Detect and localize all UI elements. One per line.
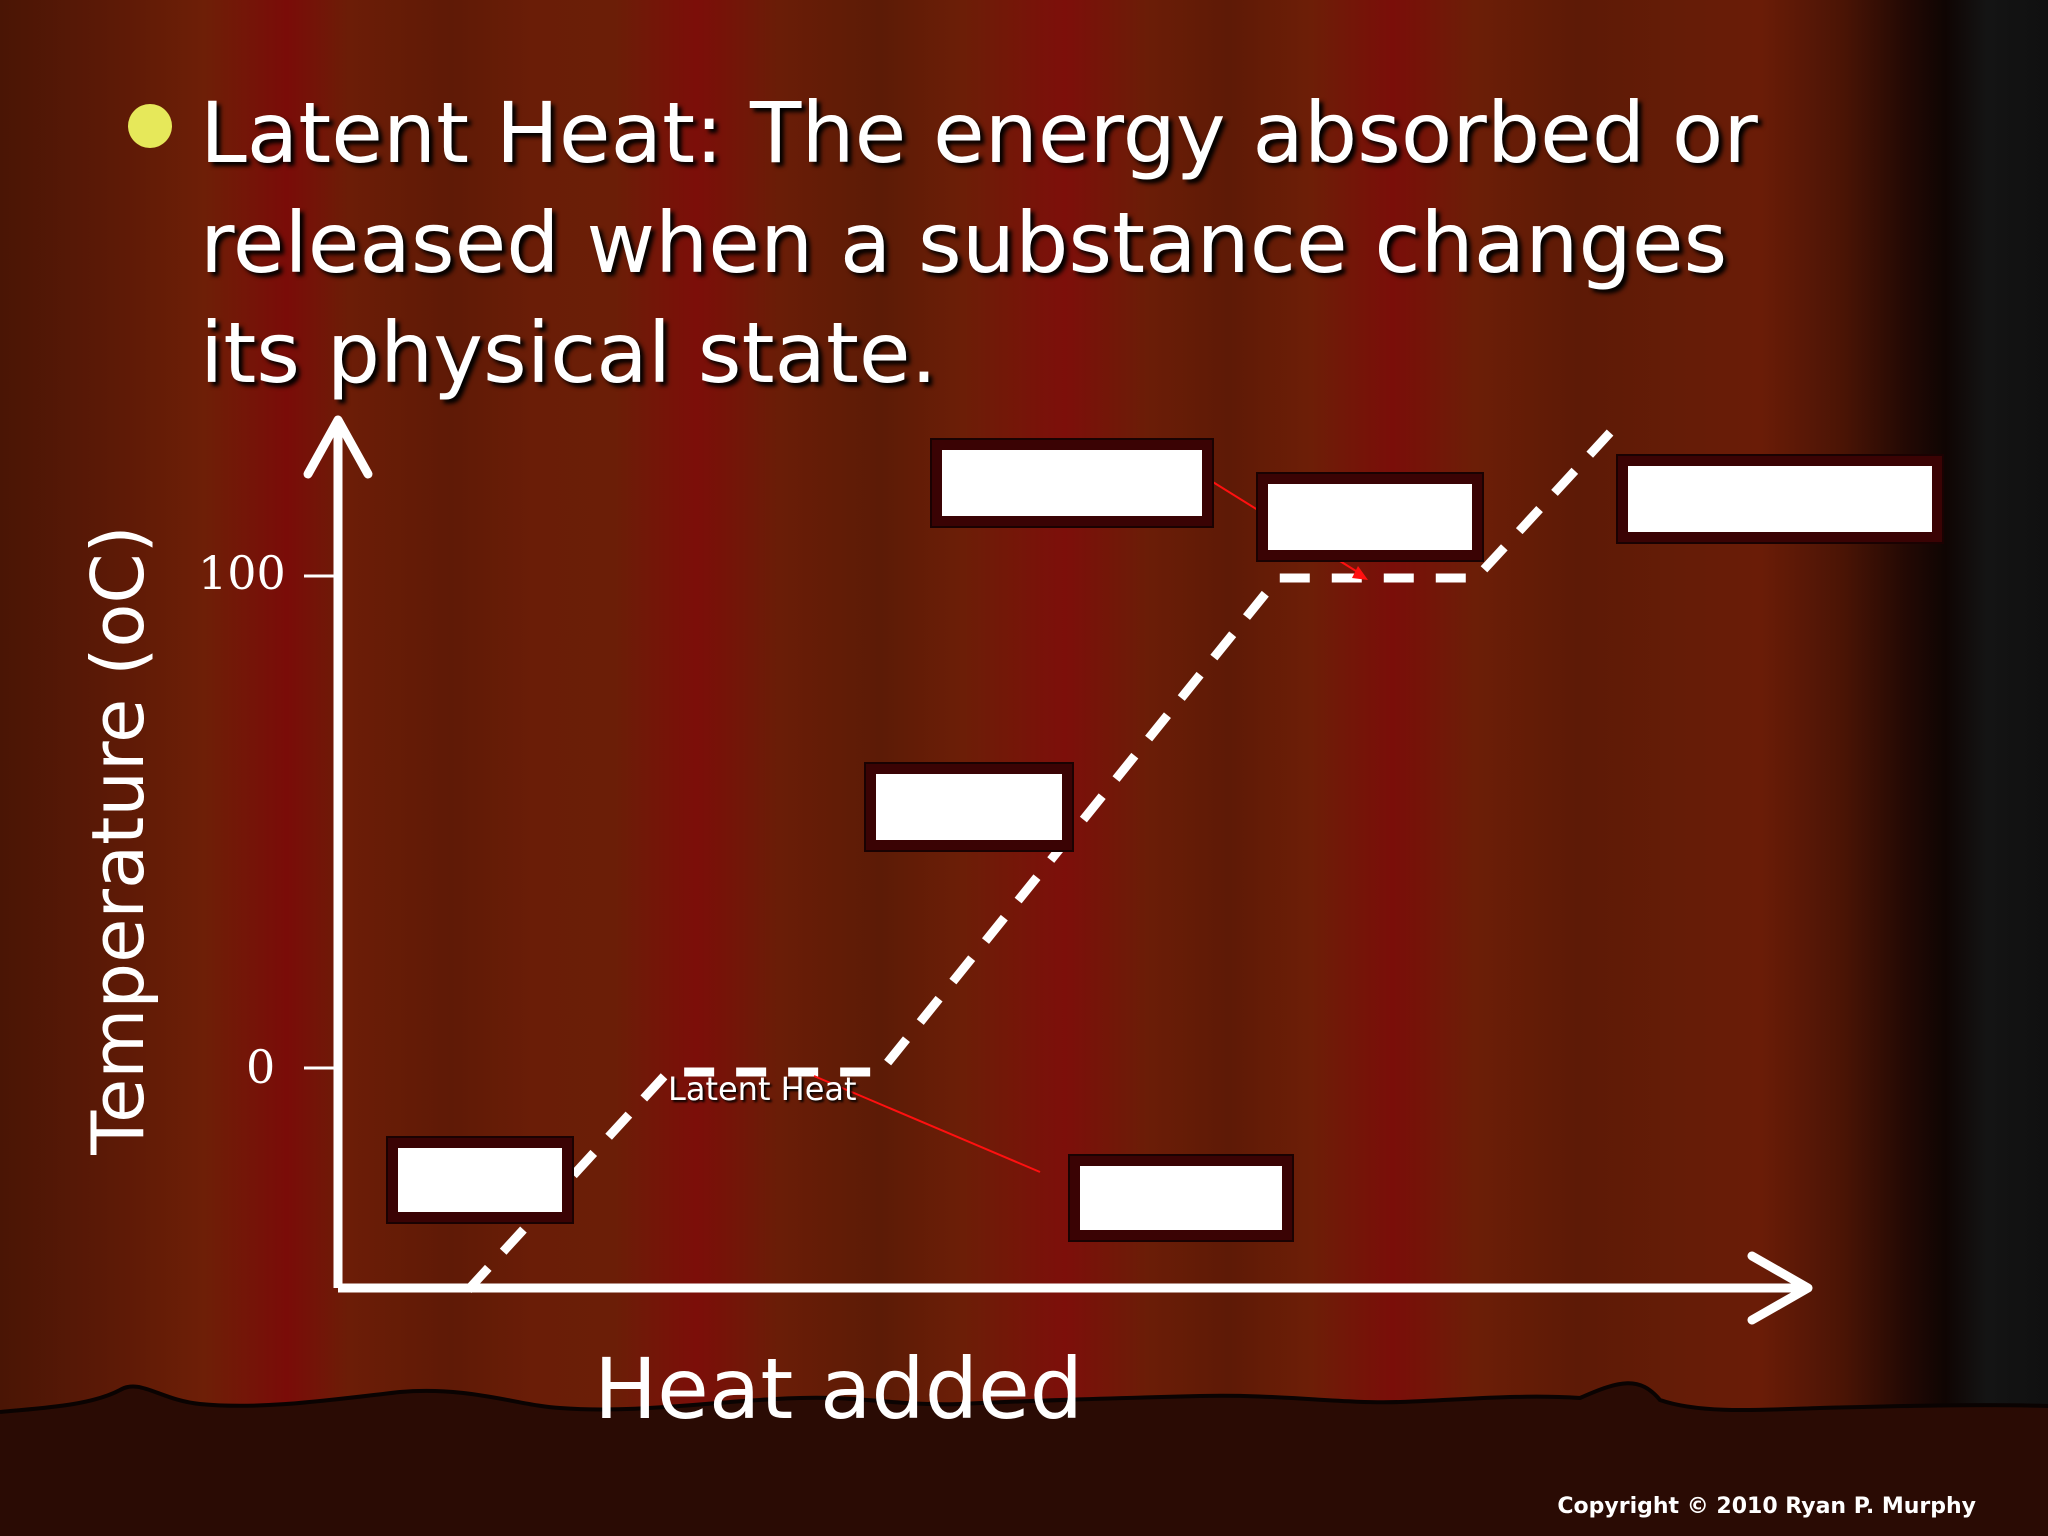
bullet-dot [128,104,172,148]
blank-box-melting[interactable] [1070,1156,1292,1240]
tick-label-0: 0 [246,1040,276,1094]
pointer-line-freezing [813,1075,1041,1173]
latent-heat-annotation: Latent Heat [668,1070,857,1108]
heating-curve [464,420,1622,1294]
x-axis-arrowhead [1747,1251,1813,1325]
stage-floor [0,1381,2048,1536]
copyright-notice: Copyright © 2010 Ryan P. Murphy [1557,1494,1976,1519]
blank-box-gas[interactable] [1618,456,1942,542]
y-axis-label-wrap: Temperature (oC) [76,525,160,1154]
blank-box-condensing[interactable] [1258,474,1482,560]
blank-box-boiling[interactable] [932,440,1212,526]
blank-box-solid[interactable] [388,1138,572,1222]
x-axis-label: Heat added [594,1340,1084,1438]
blank-box-liquid[interactable] [866,764,1072,850]
pointer-arrowhead [1352,566,1368,580]
y-axis-label: Temperature (oC) [76,525,160,1155]
y-axis-arrowhead [303,415,373,479]
bullet-text: Latent Heat: The energy absorbed or rele… [200,84,1758,402]
tick-label-100: 100 [198,546,286,600]
